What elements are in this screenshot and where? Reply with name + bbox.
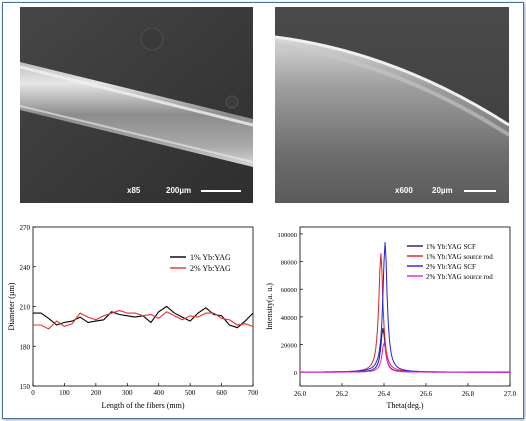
x-tick-label: 26.6 bbox=[420, 390, 433, 398]
x-tick-label: 400 bbox=[153, 389, 164, 397]
magnification-label: x85 bbox=[127, 186, 141, 195]
magnification-label: x600 bbox=[395, 186, 413, 195]
y-tick-label: 80000 bbox=[281, 260, 297, 267]
y-tick-label: 20000 bbox=[281, 343, 297, 350]
legend-label: 1% Yb:YAG source rod bbox=[426, 253, 493, 261]
x-tick-label: 200 bbox=[91, 389, 102, 397]
legend-label: 1% Yb:YAG bbox=[190, 253, 231, 262]
series-line bbox=[33, 309, 254, 330]
x-tick-label: 26.2 bbox=[336, 390, 349, 398]
y-tick-label: 40000 bbox=[281, 315, 297, 322]
scale-bar bbox=[464, 190, 496, 192]
legend-label: 1% Yb:YAG SCF bbox=[426, 243, 476, 251]
x-tick-label: 26.0 bbox=[294, 390, 307, 398]
fiber-micrograph-left bbox=[20, 7, 253, 203]
sem-image-left: x85 200µm bbox=[20, 7, 253, 203]
series-line bbox=[300, 242, 510, 373]
fiber-micrograph-right bbox=[275, 7, 509, 203]
scale-label: 200µm bbox=[166, 186, 192, 195]
y-axis-label: Intensity(a. u.) bbox=[265, 283, 274, 330]
legend-label: 2% Yb:YAG source rod bbox=[426, 273, 493, 281]
x-tick-label: 600 bbox=[216, 389, 227, 397]
x-tick-label: 0 bbox=[31, 389, 35, 397]
x-tick-label: 100 bbox=[59, 389, 70, 397]
x-tick-label: 27.0 bbox=[504, 390, 517, 398]
diameter-chart: 150 180 210 240 270 0 100 200 300 400 500 600 700 Len… bbox=[0, 215, 263, 421]
x-axis-label: Theta(deg.) bbox=[386, 401, 423, 410]
y-tick-label: 100000 bbox=[278, 232, 298, 239]
y-tick-label: 150 bbox=[20, 383, 31, 391]
x-axis-label: Length of the fibers (mm) bbox=[101, 401, 184, 410]
legend-label: 2% Yb:YAG SCF bbox=[426, 263, 476, 271]
plot-frame bbox=[299, 226, 511, 387]
diameter-chart-svg: 150 180 210 240 270 0 100 200 300 400 500 600 700 Len… bbox=[7, 224, 259, 410]
scale-bar bbox=[201, 190, 241, 192]
y-tick-label: 60000 bbox=[281, 287, 297, 294]
sem-image-right: x600 20µm bbox=[275, 7, 509, 203]
y-tick-label: 0 bbox=[294, 370, 297, 377]
x-tick-label: 26.4 bbox=[378, 390, 391, 398]
y-axis-label: Diameter (µm) bbox=[7, 282, 16, 330]
series-line bbox=[300, 253, 510, 373]
y-tick-label: 210 bbox=[20, 304, 31, 312]
y-tick-label: 240 bbox=[20, 264, 31, 272]
legend-label: 2% Yb:YAG bbox=[190, 264, 231, 273]
xrd-chart: 0 20000 40000 60000 80000 100000 26.0 26.2 26.4 2… bbox=[263, 215, 526, 421]
y-tick-label: 180 bbox=[20, 343, 31, 351]
x-tick-label: 700 bbox=[248, 389, 259, 397]
x-tick-label: 26.8 bbox=[462, 390, 475, 398]
series-line bbox=[300, 342, 510, 373]
y-tick-label: 270 bbox=[20, 224, 31, 232]
scale-label: 20µm bbox=[432, 186, 453, 195]
x-tick-label: 300 bbox=[122, 389, 133, 397]
x-tick-label: 500 bbox=[185, 389, 196, 397]
plot-frame bbox=[32, 226, 254, 387]
xrd-chart-svg: 0 20000 40000 60000 80000 100000 26.0 26.2 26.4 2… bbox=[265, 226, 517, 410]
series-line bbox=[300, 327, 510, 373]
